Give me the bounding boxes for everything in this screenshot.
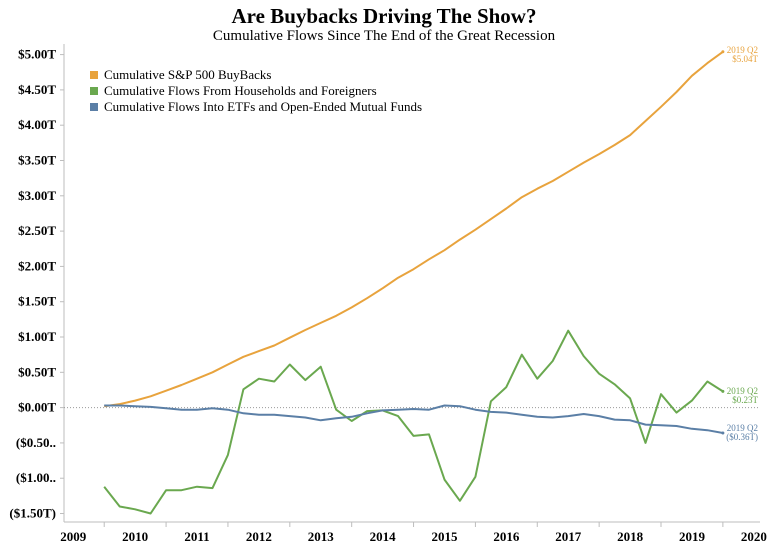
- series-line-2: [103, 329, 724, 515]
- y-tick-label: ($1.50T): [9, 506, 56, 521]
- end-label-value: ($0.36T): [726, 432, 758, 442]
- end-label-value: $0.23T: [732, 395, 758, 405]
- series-end-point-1: [721, 50, 725, 54]
- end-label-value: $5.04T: [732, 54, 758, 64]
- axes-layer: $5.00T $4.50T $4.00T $3.50T $3.00T $2.50T $2.0…: [9, 44, 767, 544]
- y-tick-label: $0.00T: [18, 400, 56, 415]
- y-tick-label: $4.00T: [18, 117, 56, 132]
- series-line-3: [104, 404, 724, 434]
- series-line-1: [104, 50, 724, 408]
- x-tick-label: 2009: [60, 529, 87, 544]
- chart-title: Are Buybacks Driving The Show?: [231, 4, 537, 28]
- x-tick-label: 2020: [741, 529, 767, 544]
- x-tick-label: 2017: [555, 529, 582, 544]
- legend-swatch: [90, 71, 98, 79]
- end-label-period: 2019 Q2: [727, 386, 758, 396]
- y-tick-label: $1.50T: [18, 294, 56, 309]
- x-tick-label: 2011: [184, 529, 209, 544]
- x-tick-label: 2013: [308, 529, 335, 544]
- series-end-point-2: [721, 389, 725, 393]
- y-tick-label: $2.50T: [18, 223, 56, 238]
- y-tick-label: $4.50T: [18, 82, 56, 97]
- y-tick-label: $3.00T: [18, 188, 56, 203]
- legend-entry: Cumulative S&P 500 BuyBacks: [104, 67, 271, 82]
- chart-subtitle: Cumulative Flows Since The End of the Gr…: [212, 28, 556, 44]
- y-tick-label: $5.00T: [18, 47, 56, 62]
- y-tick-label: $3.50T: [18, 152, 56, 167]
- series-end-point-3: [721, 431, 725, 435]
- legend-swatch: [90, 103, 98, 111]
- x-tick-label: 2019: [679, 529, 706, 544]
- y-tick-label: ($1.00..: [16, 470, 56, 485]
- legend-swatch: [90, 87, 98, 95]
- x-tick-label: 2018: [617, 529, 644, 544]
- series-layer: [103, 50, 725, 515]
- x-tick-label: 2012: [246, 529, 272, 544]
- y-tick-label: $1.00T: [18, 329, 56, 344]
- end-label-period: 2019 Q2: [727, 423, 758, 433]
- x-tick-label: 2016: [493, 529, 520, 544]
- x-tick-label: 2010: [122, 529, 148, 544]
- y-tick-label: ($0.50..: [16, 435, 56, 450]
- x-tick-label: 2015: [431, 529, 458, 544]
- y-tick-label: $2.00T: [18, 258, 56, 273]
- end-label-period: 2019 Q2: [727, 45, 758, 55]
- x-tick-label: 2014: [370, 529, 397, 544]
- legend-entry: Cumulative Flows From Households and For…: [104, 83, 377, 98]
- y-tick-label: $0.50T: [18, 364, 56, 379]
- legend-entry: Cumulative Flows Into ETFs and Open-Ende…: [104, 99, 422, 114]
